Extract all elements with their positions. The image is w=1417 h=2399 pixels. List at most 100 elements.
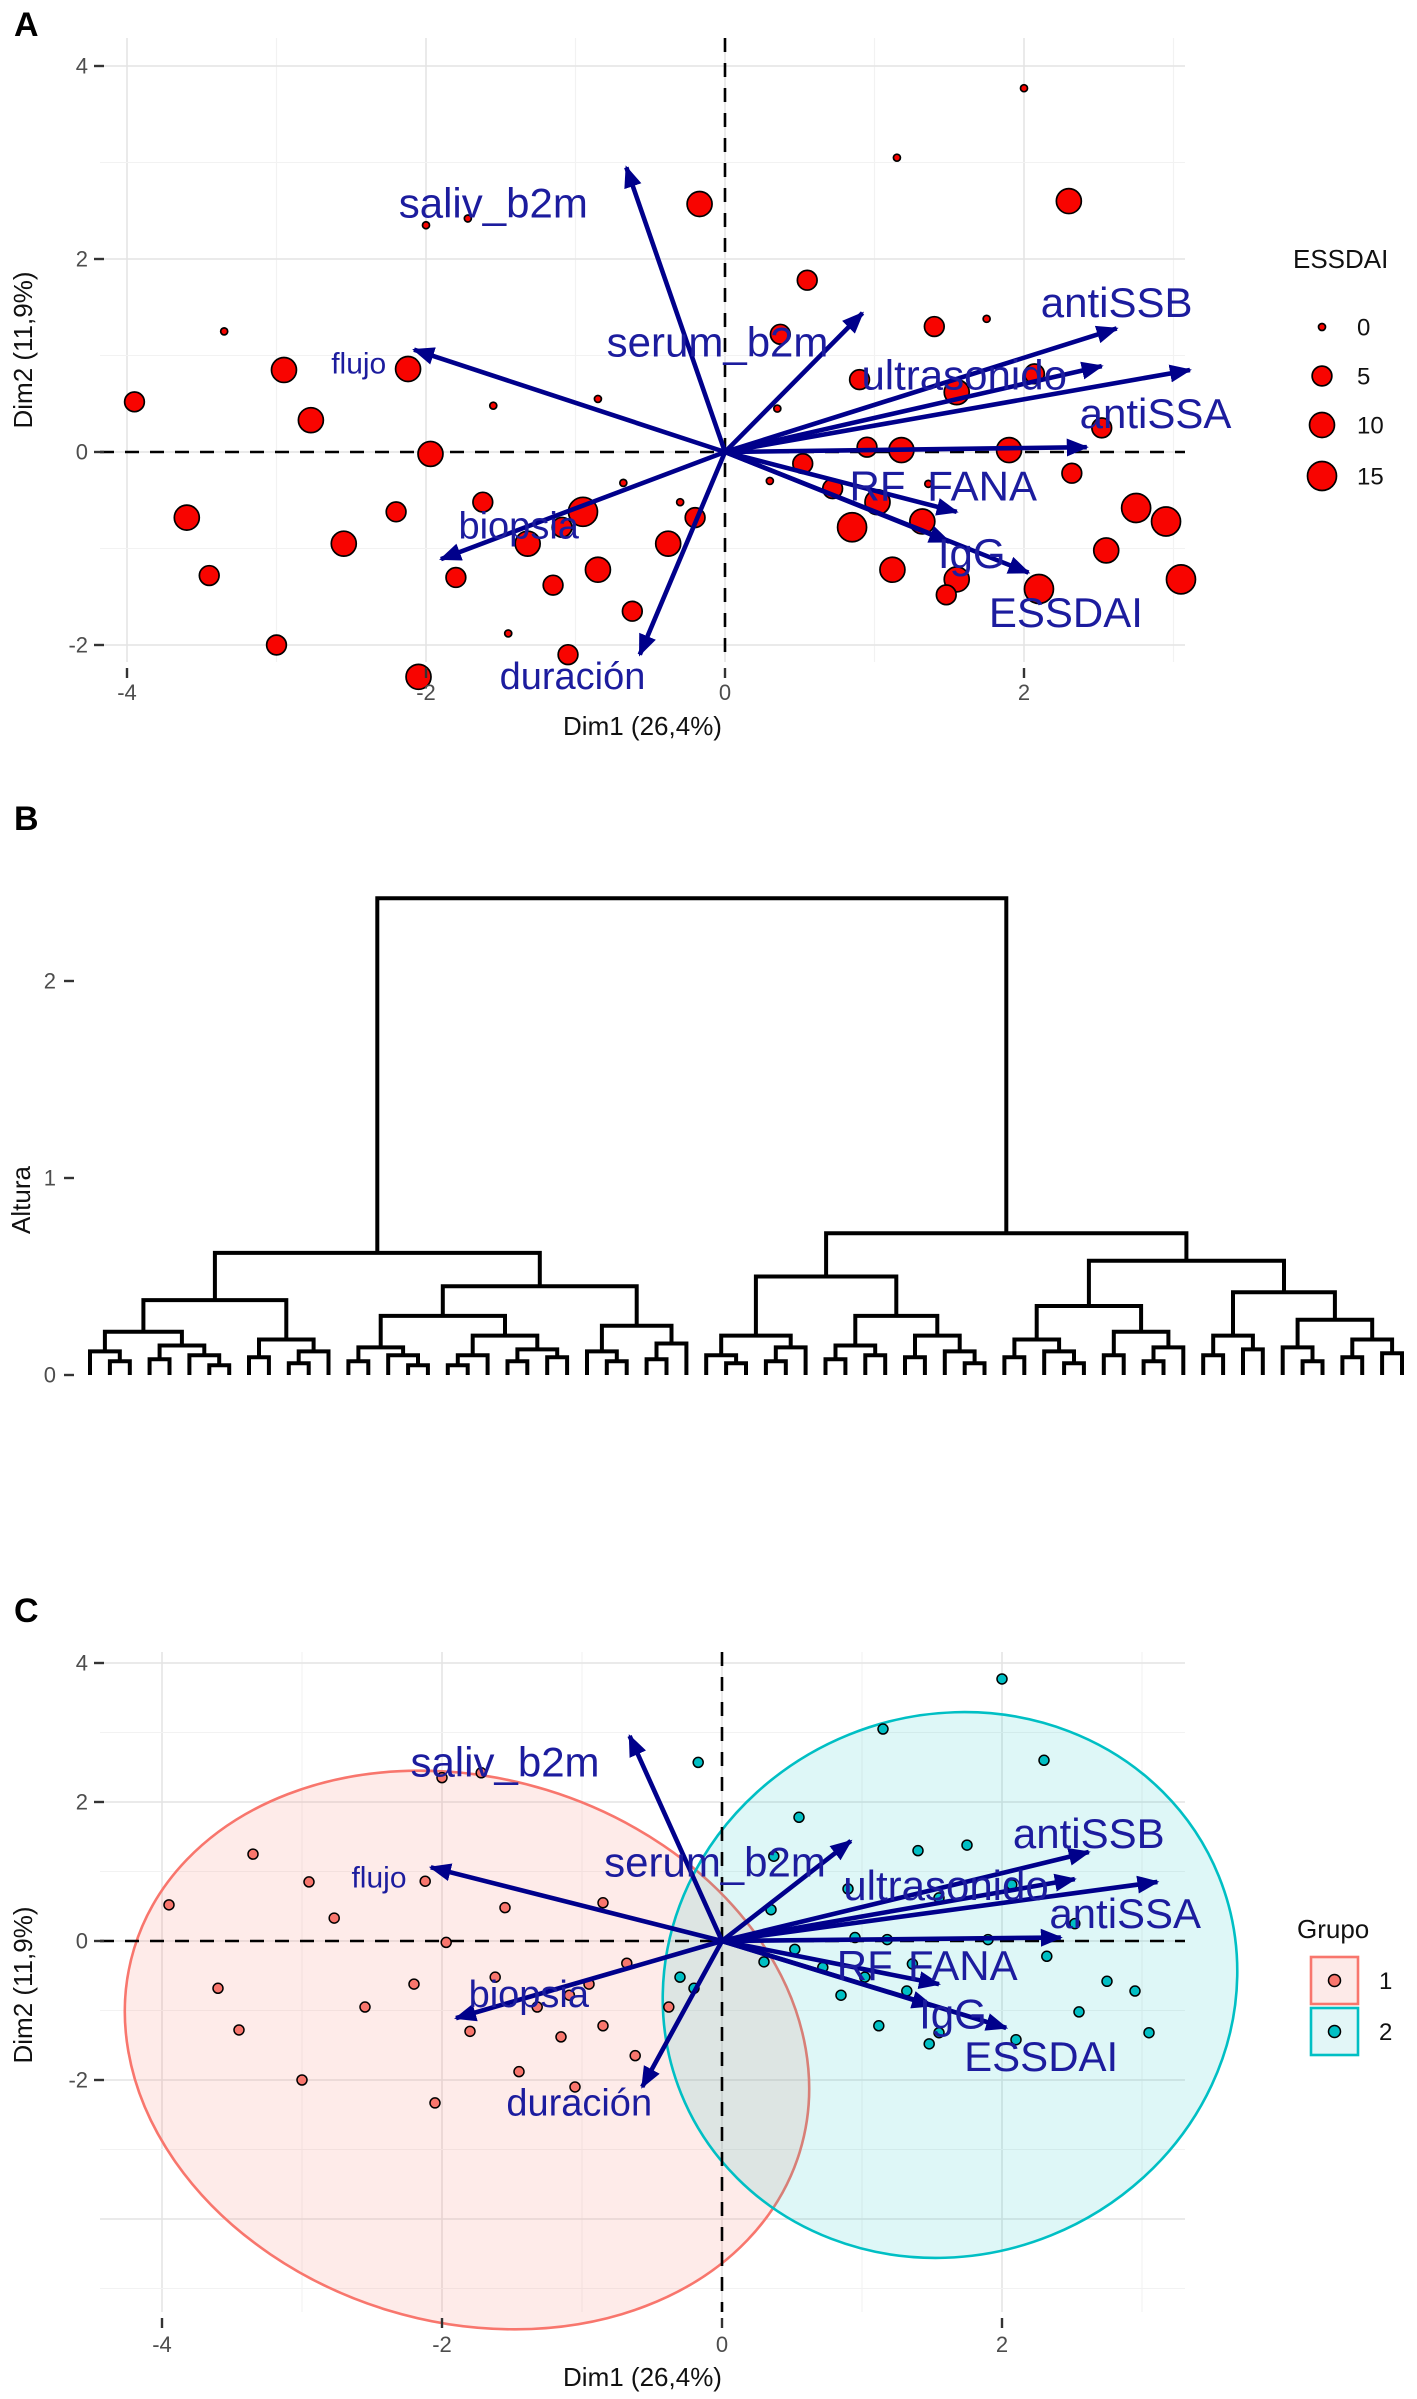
- loading-label-FANA: FANA: [927, 462, 1037, 509]
- patient-point: [359, 2001, 371, 2013]
- patient-point: [569, 2081, 581, 2093]
- dendro-y-tick-label: 0: [44, 1363, 56, 1388]
- loading-arrow-flujo: [412, 347, 726, 455]
- loading-arrow-ESSDAI: [721, 1938, 1009, 2031]
- patient-point: [923, 479, 933, 489]
- patient-point: [1041, 1950, 1053, 1963]
- patient-point: [296, 2074, 308, 2086]
- loading-label-antiSSB: antiSSB: [1013, 1810, 1165, 1857]
- patient-point: [796, 269, 818, 291]
- y-tick-label: 4: [76, 54, 88, 79]
- patient-point: [1019, 83, 1029, 93]
- loading-label-antiSSA: antiSSA: [1080, 390, 1232, 437]
- loading-arrow-FANA: [724, 438, 1089, 457]
- patient-point: [765, 476, 775, 486]
- legend-grupo-title: Grupo: [1297, 1914, 1369, 1944]
- patient-point: [618, 478, 628, 488]
- loading-arrows-a: [412, 165, 1192, 657]
- loading-arrow-serum_b2m: [720, 1839, 853, 1943]
- patient-point: [663, 2001, 675, 2013]
- loading-label-flujo: flujo: [331, 348, 386, 381]
- legend-essdai-dot: [1317, 322, 1327, 332]
- loading-label-saliv_b2m: saliv_b2m: [399, 180, 588, 227]
- loading-arrow-saliv_b2m: [624, 165, 728, 453]
- loading-arrow-antiSSB: [724, 325, 1119, 455]
- loading-arrow-ultrasonido: [724, 361, 1104, 455]
- loading-label-ultrasonido: ultrasonido: [861, 352, 1066, 399]
- patient-point: [488, 401, 498, 411]
- panel-c-letter: C: [14, 1592, 39, 1630]
- patient-point: [405, 663, 432, 691]
- patient-point: [793, 1811, 805, 1824]
- loading-label-biopsia: biopsia: [458, 506, 579, 548]
- patient-point: [429, 2097, 441, 2109]
- patient-point: [1101, 1975, 1113, 1988]
- group-ellipse-1: [123, 1769, 811, 2331]
- patient-point: [906, 1958, 919, 1970]
- x-tick-label: -2: [432, 2332, 452, 2357]
- patient-point: [877, 1723, 889, 1735]
- patient-point: [923, 2038, 935, 2050]
- panel-b-letter: B: [14, 800, 39, 838]
- patient-point: [330, 530, 358, 558]
- patient-point: [873, 2020, 885, 2032]
- patient-point: [513, 2065, 525, 2078]
- patient-point: [912, 1844, 924, 1857]
- loading-arrow-saliv_b2m: [627, 1734, 725, 1942]
- loading-label-duración: duración: [506, 2083, 652, 2125]
- legend-grupo: Grupo 1 2: [1297, 1914, 1392, 2057]
- patient-point: [499, 1901, 511, 1914]
- panel-a: flujo saliv_b2m serum_b2m antiSSB ultrasonid…: [8, 38, 1388, 741]
- patient-point: [961, 1839, 973, 1851]
- patient-point: [123, 391, 146, 413]
- patient-point: [597, 2020, 609, 2032]
- patient-point: [674, 1971, 686, 1983]
- loading-label-duración: duración: [500, 656, 646, 698]
- y-tick-label: -2: [68, 2068, 88, 2093]
- y-tick-label: -2: [68, 633, 88, 658]
- loading-arrow-FANA: [721, 1928, 1063, 1947]
- patient-point: [1010, 2033, 1022, 2046]
- loading-label-ESSDAI: ESSDAI: [964, 2033, 1118, 2080]
- gridlines-c: [100, 1652, 1185, 2312]
- patient-point: [173, 504, 201, 531]
- patient-point: [593, 394, 603, 404]
- patient-point: [1143, 2026, 1155, 2039]
- patient-point: [303, 1876, 315, 1888]
- patient-point: [417, 440, 444, 468]
- patient-point: [935, 584, 957, 606]
- patient-point: [1091, 417, 1113, 439]
- patient-point: [265, 634, 288, 656]
- loading-arrow-serum_b2m: [723, 311, 865, 454]
- loading-label-IgG: IgG: [938, 530, 1006, 577]
- patient-point: [996, 1673, 1008, 1685]
- patient-point: [440, 1936, 452, 1949]
- panel-c: flujo saliv_b2m serum_b2m antiSSB ultrasonid…: [8, 1651, 1392, 2392]
- patient-point: [297, 406, 325, 434]
- patient-point: [436, 1771, 448, 1784]
- y-tick-label: 2: [76, 1790, 88, 1815]
- points-c: [163, 1673, 1155, 2109]
- legend-grupo-dot: [1327, 2024, 1342, 2039]
- x-tick-label: -2: [416, 680, 436, 705]
- loading-arrow-flujo: [428, 1863, 723, 1944]
- patient-point: [621, 600, 644, 622]
- legend-essdai-dot: [1311, 365, 1333, 387]
- legend-grupo-label: 2: [1379, 2019, 1392, 2046]
- patient-point: [686, 190, 713, 218]
- y-tick-label: 4: [76, 1651, 88, 1676]
- loading-label-IgG: IgG: [919, 1991, 987, 2038]
- dendro-y-tick-label: 1: [44, 1166, 56, 1191]
- patient-point: [584, 556, 612, 584]
- patient-point: [212, 1982, 224, 1995]
- legend-essdai-label: 5: [1357, 363, 1370, 390]
- loading-label-RF: RF: [849, 462, 905, 509]
- patient-point: [551, 516, 573, 538]
- patient-point: [270, 356, 298, 384]
- patient-point: [557, 643, 579, 666]
- loading-arrow-antiSSB: [721, 1848, 1091, 1944]
- patient-point: [769, 323, 792, 345]
- y-axis-title: Dim2 (11,9%): [8, 1906, 38, 2063]
